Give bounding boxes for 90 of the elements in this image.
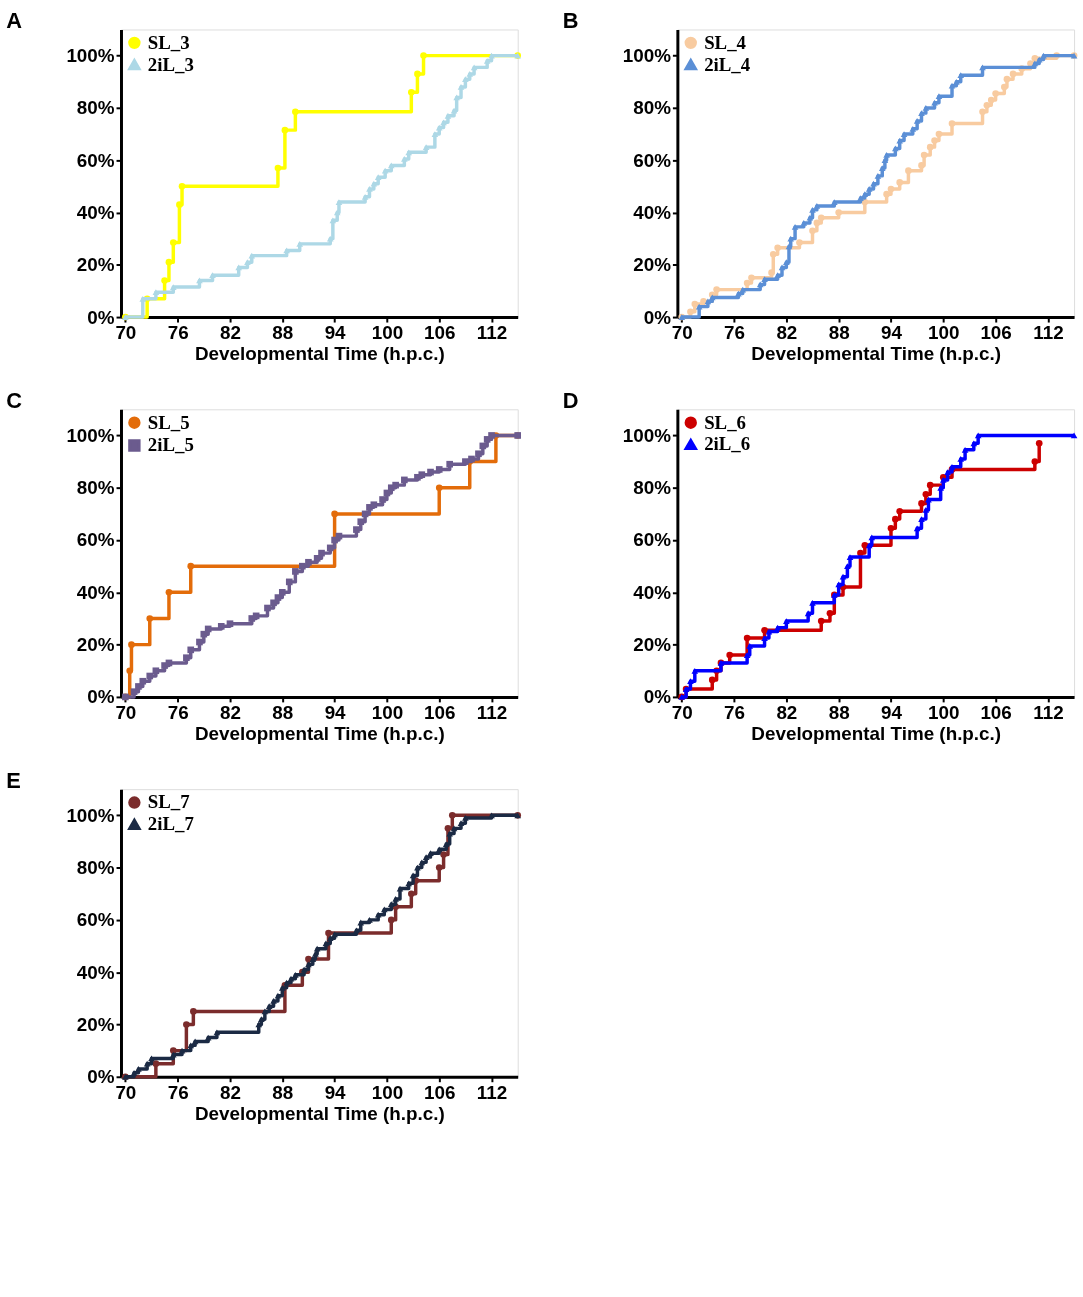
x-tick-label: 70 bbox=[671, 322, 693, 344]
y-tick-label: 60% bbox=[76, 529, 115, 551]
x-tick-label: 82 bbox=[776, 702, 798, 724]
legend-label: 2iL_5 bbox=[147, 434, 194, 456]
y-tick-label: 100% bbox=[66, 804, 115, 826]
x-tick-label: 82 bbox=[220, 322, 241, 344]
x-axis-title: Developmental Time (h.p.c.) bbox=[194, 343, 445, 365]
y-tick-label: 80% bbox=[76, 857, 115, 879]
y-tick-label: 60% bbox=[76, 149, 115, 171]
y-tick-label: 80% bbox=[76, 477, 115, 499]
legend-label: SL_7 bbox=[147, 791, 190, 813]
x-tick-label: 70 bbox=[671, 702, 693, 724]
chart-title: B bbox=[562, 8, 579, 34]
chart-title: D bbox=[562, 388, 579, 414]
y-tick-label: 60% bbox=[633, 529, 672, 551]
x-tick-label: 94 bbox=[881, 702, 903, 724]
x-tick-label: 76 bbox=[167, 322, 189, 344]
x-tick-label: 94 bbox=[324, 702, 347, 724]
x-tick-label: 100 bbox=[371, 322, 404, 344]
x-axis-title: Developmental Time (h.p.c.) bbox=[194, 723, 445, 745]
legend-label: 2iL_4 bbox=[704, 53, 751, 75]
x-tick-label: 112 bbox=[476, 1082, 508, 1104]
chart-title: E bbox=[6, 768, 21, 794]
x-tick-label: 70 bbox=[115, 322, 137, 344]
x-tick-label: 106 bbox=[424, 1082, 456, 1104]
y-tick-label: 20% bbox=[76, 254, 115, 276]
y-tick-label: 80% bbox=[633, 477, 672, 499]
y-tick-label: 100% bbox=[622, 45, 672, 67]
x-tick-label: 76 bbox=[167, 1082, 189, 1104]
x-tick-label: 94 bbox=[324, 1082, 347, 1104]
y-tick-label: 100% bbox=[622, 424, 672, 446]
x-tick-label: 88 bbox=[272, 322, 294, 344]
x-tick-label: 100 bbox=[928, 322, 960, 344]
y-tick-label: 20% bbox=[633, 254, 672, 276]
x-tick-label: 100 bbox=[371, 1082, 404, 1104]
y-tick-label: 40% bbox=[76, 581, 115, 603]
x-tick-label: 94 bbox=[324, 322, 347, 344]
y-tick-label: 60% bbox=[633, 149, 672, 171]
x-tick-label: 82 bbox=[220, 702, 241, 724]
y-tick-label: 0% bbox=[87, 686, 115, 708]
y-tick-label: 40% bbox=[76, 961, 115, 983]
y-tick-label: 20% bbox=[633, 634, 672, 656]
x-tick-label: 106 bbox=[424, 322, 456, 344]
y-tick-label: 60% bbox=[76, 909, 115, 931]
x-tick-label: 88 bbox=[828, 322, 850, 344]
x-tick-label: 106 bbox=[980, 702, 1012, 724]
y-tick-label: 80% bbox=[633, 97, 672, 119]
y-tick-label: 0% bbox=[87, 306, 115, 328]
x-tick-label: 76 bbox=[167, 702, 189, 724]
y-tick-label: 100% bbox=[66, 424, 115, 446]
x-tick-label: 70 bbox=[115, 702, 137, 724]
legend-label: SL_6 bbox=[704, 411, 747, 433]
y-tick-label: 40% bbox=[76, 201, 115, 223]
x-tick-label: 76 bbox=[724, 322, 746, 344]
x-tick-label: 94 bbox=[881, 322, 903, 344]
legend-label: SL_4 bbox=[704, 31, 747, 53]
y-tick-label: 0% bbox=[87, 1066, 115, 1088]
x-tick-label: 88 bbox=[272, 1082, 294, 1104]
x-tick-label: 70 bbox=[115, 1082, 137, 1104]
legend-label: SL_3 bbox=[147, 31, 190, 53]
x-tick-label: 88 bbox=[828, 702, 850, 724]
y-tick-label: 0% bbox=[643, 686, 672, 708]
y-tick-label: 20% bbox=[76, 1013, 115, 1035]
x-tick-label: 106 bbox=[424, 702, 456, 724]
x-tick-label: 112 bbox=[476, 322, 508, 344]
x-tick-label: 112 bbox=[476, 702, 508, 724]
x-tick-label: 82 bbox=[220, 1082, 241, 1104]
x-axis-title: Developmental Time (h.p.c.) bbox=[194, 1102, 445, 1124]
x-tick-label: 76 bbox=[724, 702, 746, 724]
legend-label: SL_5 bbox=[147, 411, 190, 433]
x-tick-label: 88 bbox=[272, 702, 294, 724]
y-tick-label: 20% bbox=[76, 634, 115, 656]
chart-title: C bbox=[6, 388, 23, 414]
x-tick-label: 82 bbox=[776, 322, 798, 344]
y-tick-label: 100% bbox=[66, 45, 115, 67]
x-tick-label: 112 bbox=[1033, 702, 1064, 724]
y-tick-label: 80% bbox=[76, 97, 115, 119]
legend-label: 2iL_7 bbox=[147, 813, 194, 835]
y-tick-label: 40% bbox=[633, 581, 672, 603]
x-axis-title: Developmental Time (h.p.c.) bbox=[751, 343, 1002, 365]
x-tick-label: 106 bbox=[980, 322, 1012, 344]
chart-title: A bbox=[6, 8, 23, 34]
x-tick-label: 100 bbox=[928, 702, 960, 724]
legend-label: 2iL_6 bbox=[704, 433, 751, 455]
x-tick-label: 112 bbox=[1033, 322, 1064, 344]
y-tick-label: 0% bbox=[643, 306, 672, 328]
x-axis-title: Developmental Time (h.p.c.) bbox=[751, 723, 1002, 745]
x-tick-label: 100 bbox=[371, 702, 404, 724]
y-tick-label: 40% bbox=[633, 201, 672, 223]
legend-label: 2iL_3 bbox=[147, 53, 194, 75]
